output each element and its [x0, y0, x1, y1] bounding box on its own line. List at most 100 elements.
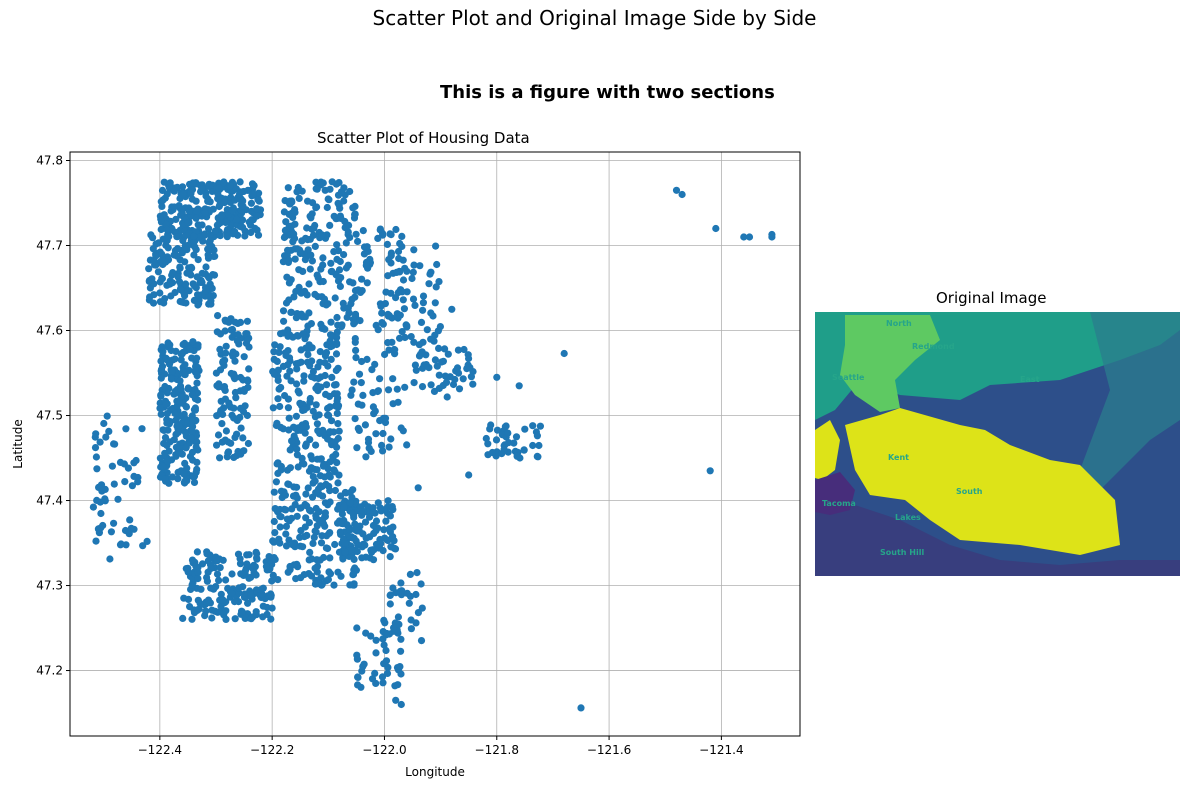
scatter-point — [274, 576, 282, 584]
scatter-point — [351, 525, 359, 534]
scatter-point — [157, 391, 165, 399]
scatter-point — [92, 537, 100, 545]
scatter-point — [205, 292, 213, 301]
scatter-point — [407, 616, 415, 624]
scatter-point — [283, 515, 291, 523]
scatter-point — [243, 317, 251, 325]
scatter-point — [389, 584, 397, 592]
scatter-point — [301, 256, 309, 264]
scatter-point — [189, 417, 197, 425]
scatter-point — [299, 267, 307, 275]
scatter-point — [244, 599, 252, 607]
scatter-point — [407, 333, 415, 341]
scatter-point — [529, 441, 537, 450]
scatter-point — [533, 432, 542, 440]
scatter-point — [165, 233, 173, 241]
scatter-point — [392, 696, 400, 704]
scatter-point — [326, 403, 334, 411]
scatter-point — [222, 576, 230, 584]
scatter-point — [178, 183, 187, 191]
scatter-point — [344, 228, 352, 236]
scatter-point — [376, 225, 384, 233]
scatter-point — [380, 641, 388, 649]
scatter-point — [105, 427, 113, 435]
scatter-point — [297, 310, 305, 318]
scatter-point — [429, 312, 437, 320]
scatter-point — [282, 530, 290, 538]
scatter-point — [284, 246, 292, 254]
scatter-point — [319, 261, 327, 269]
scatter-point — [185, 264, 193, 272]
scatter-point — [285, 279, 293, 287]
scatter-point — [745, 233, 754, 241]
scatter-point — [214, 312, 222, 320]
scatter-point — [403, 267, 411, 275]
scatter-point — [228, 589, 236, 597]
scatter-point — [369, 389, 377, 397]
scatter-point — [177, 350, 185, 358]
scatter-point — [354, 673, 362, 682]
scatter-point — [179, 190, 187, 198]
scatter-point — [403, 441, 411, 449]
scatter-point — [389, 523, 397, 531]
scatter-point — [343, 521, 351, 529]
scatter-point — [174, 245, 182, 253]
scatter-point — [181, 459, 189, 467]
scatter-point — [369, 504, 377, 512]
scatter-point — [295, 283, 303, 291]
scatter-point — [333, 313, 341, 322]
scatter-point — [353, 444, 361, 452]
scatter-point — [216, 232, 224, 240]
scatter-point — [242, 330, 250, 338]
scatter-point — [466, 364, 474, 372]
scatter-point — [385, 346, 393, 354]
scatter-point — [309, 539, 317, 548]
scatter-point — [160, 178, 168, 186]
scatter-point — [287, 308, 295, 316]
scatter-point — [300, 250, 308, 258]
map-label: South Hill — [880, 548, 924, 557]
scatter-point — [270, 355, 278, 363]
scatter-point — [433, 260, 441, 269]
scatter-point — [315, 411, 323, 419]
scatter-point — [188, 581, 196, 589]
scatter-point — [341, 548, 349, 556]
scatter-point — [281, 491, 289, 499]
scatter-point — [488, 448, 496, 457]
scatter-point — [352, 354, 360, 362]
scatter-point — [222, 427, 230, 435]
scatter-point — [332, 381, 340, 389]
scatter-point — [249, 190, 257, 198]
scatter-point — [407, 625, 415, 633]
scatter-point — [396, 334, 404, 342]
scatter-point — [388, 503, 396, 511]
scatter-point — [337, 214, 345, 222]
scatter-point — [269, 571, 277, 580]
scatter-point — [307, 373, 316, 381]
scatter-point — [162, 400, 170, 409]
scatter-point — [347, 300, 355, 308]
scatter-point — [358, 287, 366, 295]
scatter-point — [289, 541, 297, 549]
scatter-point — [302, 440, 310, 448]
scatter-point — [318, 231, 326, 239]
scatter-point — [359, 530, 367, 538]
scatter-point — [417, 637, 426, 645]
scatter-point — [390, 345, 398, 354]
scatter-point — [300, 377, 308, 385]
scatter-point — [311, 290, 319, 298]
scatter-point — [268, 577, 276, 585]
scatter-point — [302, 234, 310, 242]
x-tick-label: −122.4 — [138, 743, 182, 757]
scatter-point — [372, 649, 380, 657]
scatter-point — [219, 556, 227, 564]
scatter-point — [202, 285, 210, 294]
scatter-point — [293, 188, 301, 196]
scatter-point — [98, 487, 106, 495]
scatter-point — [325, 392, 334, 400]
scatter-point — [169, 269, 177, 277]
scatter-point — [305, 506, 314, 514]
scatter-point — [345, 309, 353, 317]
scatter-point — [170, 251, 178, 259]
scatter-point — [345, 221, 353, 229]
